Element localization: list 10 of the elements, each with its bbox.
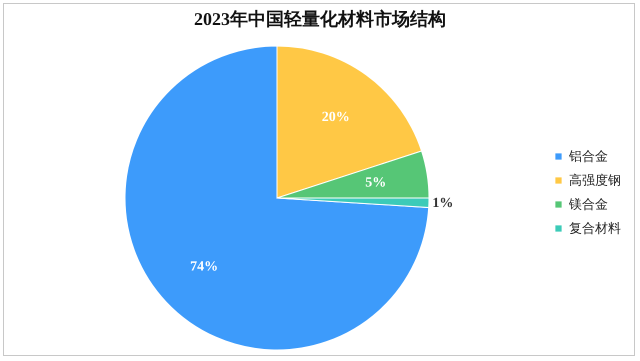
legend-label: 镁合金: [568, 198, 608, 212]
pie-slice: [124, 46, 430, 350]
legend-label: 铝合金: [568, 150, 608, 164]
data-label: 74%: [190, 259, 218, 274]
legend-label: 复合材料: [569, 222, 621, 236]
data-label: 20%: [322, 110, 350, 126]
legend-label: 高强度钢: [569, 172, 621, 188]
chart-title: 2023年中国轻量化材料市场结构: [194, 9, 446, 29]
data-label: 1%: [432, 196, 454, 212]
data-label: 5%: [365, 175, 386, 190]
